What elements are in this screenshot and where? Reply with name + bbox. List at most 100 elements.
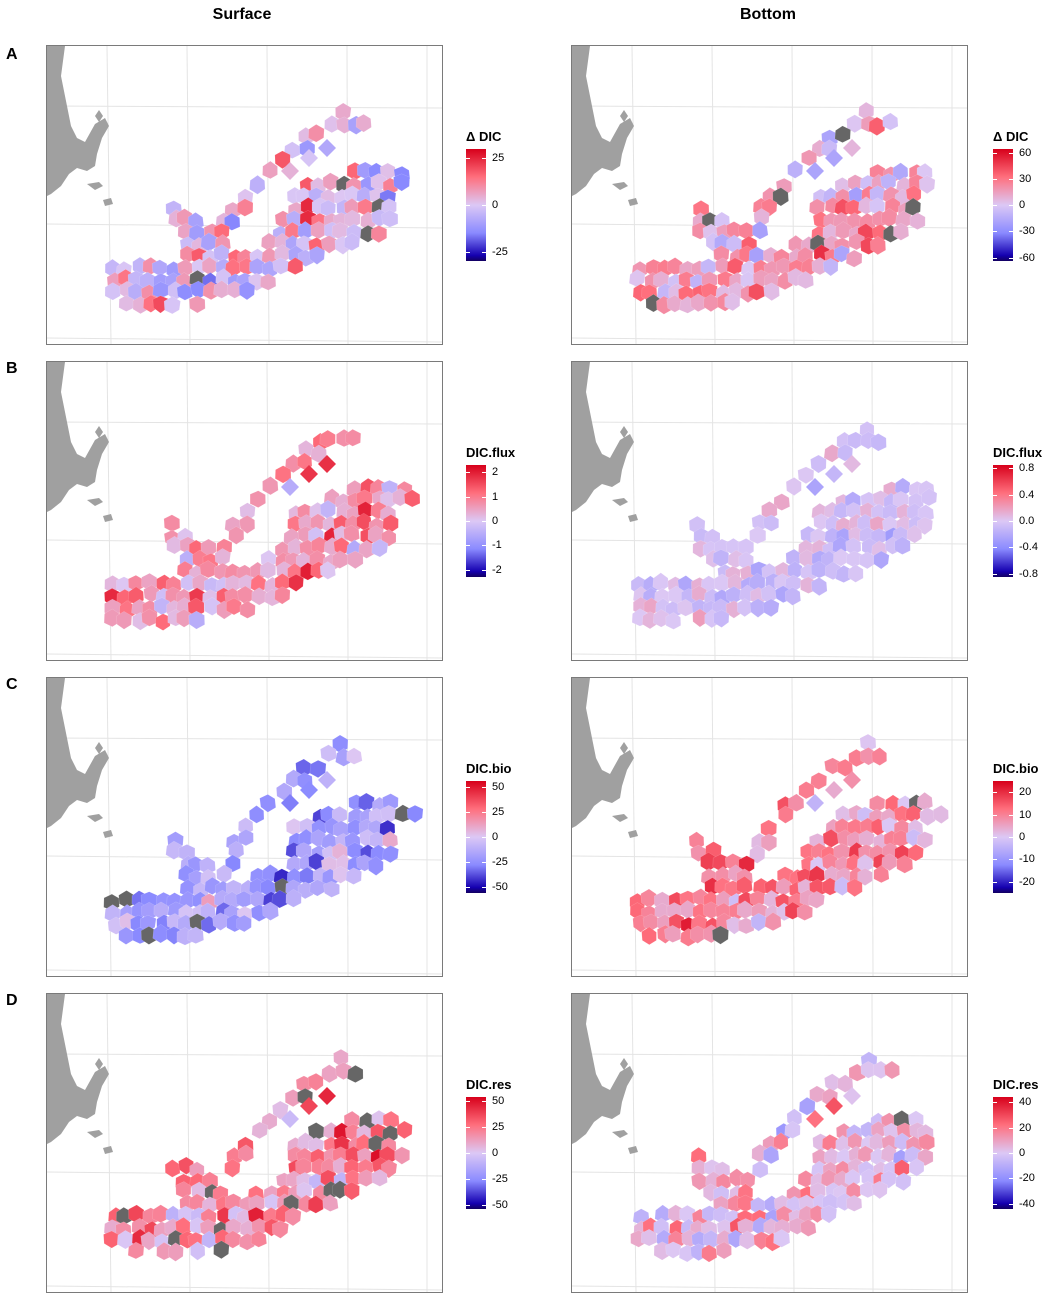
grid-cell: [381, 209, 399, 228]
legend-tick-label: -0.8: [1019, 567, 1038, 580]
grid-cell: [262, 901, 279, 921]
grid-cell: [808, 890, 825, 909]
grid-cell: [763, 514, 779, 532]
grid-cell: [801, 149, 817, 167]
grid-cell: [843, 139, 861, 157]
row-letter-b: B: [6, 360, 18, 377]
legend-tick-label: 25: [492, 1121, 505, 1134]
grid-cell: [848, 232, 865, 251]
legend-tick-mark: [1009, 881, 1013, 883]
legend-tick-mark: [482, 787, 486, 788]
map-panel-b-bottom: [571, 361, 968, 661]
grid-cell: [163, 514, 180, 532]
colorbar-legend: DIC.bio 20 10 0 -10 -20: [993, 761, 1050, 921]
grid-cell: [224, 1158, 241, 1178]
colorbar-legend: DIC.res 50 25 0 -25 -50: [466, 1077, 546, 1237]
grid-cell: [837, 444, 853, 462]
grid-cell: [919, 175, 936, 194]
grid-cell: [189, 295, 206, 314]
legend-tick-mark: [466, 205, 470, 206]
legend-tick-mark: [482, 472, 486, 474]
grid-cell: [394, 1146, 410, 1165]
grid-cell: [933, 805, 949, 824]
grid-cell: [393, 173, 410, 192]
legend-tick-mark: [482, 205, 486, 206]
grid-cell: [806, 1110, 824, 1128]
colorbar-legend: DIC.flux 2 1 0 -1 -2: [466, 445, 546, 605]
grid-cell: [752, 220, 769, 240]
grid-cell: [307, 1195, 324, 1214]
grid-cell: [772, 187, 789, 207]
colorbar: [993, 1097, 1013, 1209]
grid-cell: [762, 598, 780, 617]
grid-cell: [665, 1241, 682, 1259]
grid-cell: [665, 612, 681, 630]
grid-cell: [797, 271, 814, 289]
grid-cell: [836, 758, 853, 777]
legend-tick-mark: [1009, 1153, 1013, 1154]
grid-cell: [882, 112, 899, 131]
grid-cell: [870, 433, 887, 452]
grid-cell: [806, 478, 824, 496]
grid-cell: [406, 805, 424, 823]
grid-cell: [370, 225, 387, 243]
land-mass: [47, 678, 113, 838]
grid-cell: [140, 1231, 157, 1251]
legend-title: DIC.flux: [993, 445, 1043, 460]
grid-cell: [332, 866, 349, 884]
legend-tick-mark: [1009, 859, 1013, 861]
legend-tick-mark: [466, 1101, 470, 1103]
grid-cell: [343, 1181, 360, 1201]
grid-cell: [371, 538, 389, 558]
grid-cell: [251, 1121, 268, 1139]
legend-tick-label: 20: [1019, 1121, 1032, 1134]
grid-cell: [834, 125, 851, 143]
grid-cell: [749, 526, 766, 544]
legend-tick-label: 30: [1019, 172, 1032, 185]
grid-cell: [833, 245, 850, 263]
legend-tick-label: -50: [492, 1198, 508, 1211]
legend-tick-mark: [466, 812, 470, 813]
colorbar-legend: DIC.res 40 20 0 -20 -40: [993, 1077, 1050, 1237]
legend-tick-mark: [993, 205, 997, 206]
grid-cell: [846, 878, 863, 897]
grid-cell: [272, 257, 289, 275]
grid-cell: [749, 844, 766, 864]
legend-tick-label: 0.0: [1019, 515, 1035, 527]
grid-cell: [127, 1241, 145, 1260]
grid-cell: [116, 611, 132, 630]
grid-cell: [843, 771, 861, 789]
legend-tick-mark: [993, 521, 997, 522]
grid-cell: [300, 781, 318, 799]
grid-cell: [798, 781, 815, 800]
legend-tick-mark: [482, 862, 486, 863]
legend-tick-mark: [993, 792, 997, 794]
legend-tick-mark: [1009, 814, 1013, 816]
map-panel-c-bottom: [571, 677, 968, 977]
legend-tick-mark: [466, 1127, 470, 1129]
grid-cell: [281, 1110, 299, 1128]
row-letter-c: C: [6, 676, 18, 693]
grid-cell: [712, 925, 729, 945]
map-panel-a-surface: [46, 45, 443, 345]
legend-tick-mark: [1009, 205, 1013, 206]
grid-cell: [871, 1180, 888, 1200]
legend-tick-label: 20: [1019, 786, 1032, 799]
grid-cell: [773, 493, 790, 511]
legend-tick-mark: [466, 787, 470, 788]
grid-cell: [843, 1087, 861, 1105]
legend-tick-mark: [1009, 573, 1013, 575]
grid-cell: [773, 1229, 791, 1248]
grid-cell: [226, 597, 242, 616]
legend-tick-mark: [1009, 521, 1013, 522]
legend-tick-mark: [466, 862, 470, 863]
legend-tick-label: 0.4: [1019, 488, 1035, 501]
land-mass: [572, 362, 638, 522]
grid-cell: [763, 1145, 780, 1165]
colorbar-legend: DIC.flux 0.8 0.4 0.0 -0.4 -0.8: [993, 445, 1050, 605]
grid-cell: [275, 465, 292, 484]
grid-cell: [250, 1230, 267, 1248]
land-mass: [47, 994, 113, 1154]
grid-cell: [320, 744, 337, 762]
grid-cell: [724, 292, 741, 312]
